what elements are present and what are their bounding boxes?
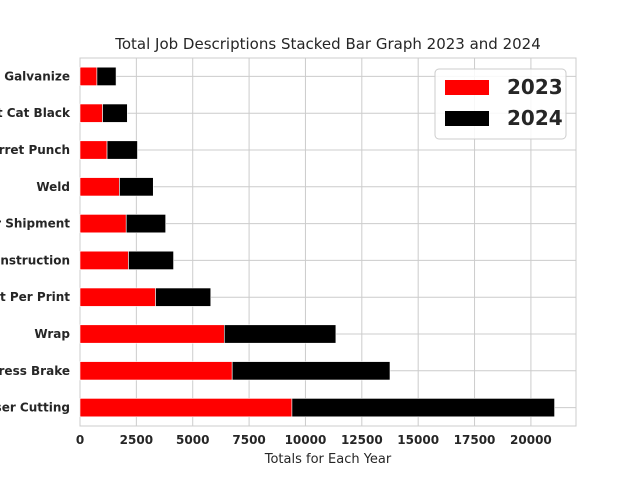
bar-2024 <box>106 140 138 160</box>
x-tick-label: 20000 <box>510 433 552 447</box>
bar-2023 <box>79 177 120 197</box>
bar-2023 <box>79 250 129 270</box>
y-tick-label: ser Cutting <box>0 401 70 415</box>
bar-2023 <box>79 287 156 307</box>
bars <box>79 66 555 418</box>
bar-2024 <box>96 66 117 86</box>
bar-2024 <box>291 398 555 418</box>
x-tick-label: 10000 <box>285 433 327 447</box>
x-axis-ticks: 0 2500 5000 7500 10000 12500 15000 17500 20000 <box>76 433 552 447</box>
x-tick-label: 17500 <box>454 433 496 447</box>
y-axis-ticks: o Galvanize t Cat Black rret Punch Weld r Sh… <box>0 69 71 414</box>
y-tick-label: rret Punch <box>0 143 70 157</box>
bar-2023 <box>79 103 103 123</box>
y-tick-label: ut Per Print <box>0 290 70 304</box>
bar-2024 <box>125 214 166 234</box>
y-tick-label: r Shipment <box>0 217 70 231</box>
y-tick-label: Wrap <box>34 327 70 341</box>
bar-2024 <box>119 177 154 197</box>
x-axis-label: Totals for Each Year <box>264 452 392 467</box>
x-tick-label: 2500 <box>120 433 153 447</box>
bar-2024 <box>155 287 212 307</box>
bar-2023 <box>79 324 225 344</box>
x-tick-label: 15000 <box>397 433 439 447</box>
legend-label: 2023 <box>507 75 563 99</box>
legend-swatch <box>445 80 489 95</box>
y-tick-label: Weld <box>36 180 70 194</box>
x-tick-label: 12500 <box>341 433 383 447</box>
x-tick-label: 7500 <box>232 433 265 447</box>
y-tick-label: t Cat Black <box>0 106 71 120</box>
legend-swatch <box>445 111 489 126</box>
bar-2023 <box>79 361 233 381</box>
legend-label: 2024 <box>507 106 563 130</box>
legend: 2023 2024 <box>434 68 567 140</box>
bar-2024 <box>231 361 391 381</box>
bar-2024 <box>102 103 128 123</box>
x-tick-label: 0 <box>76 433 84 447</box>
y-tick-label: ress Brake <box>0 364 70 378</box>
bar-2023 <box>79 214 127 234</box>
bar-2023 <box>79 140 108 160</box>
bar-2023 <box>79 398 293 418</box>
bar-2024 <box>128 250 174 270</box>
bar-2023 <box>79 66 98 86</box>
y-tick-label: o Galvanize <box>0 69 70 83</box>
y-tick-label: Instruction <box>0 253 70 267</box>
chart-title: Total Job Descriptions Stacked Bar Graph… <box>114 35 541 53</box>
bar-2024 <box>223 324 337 344</box>
x-tick-label: 5000 <box>176 433 209 447</box>
